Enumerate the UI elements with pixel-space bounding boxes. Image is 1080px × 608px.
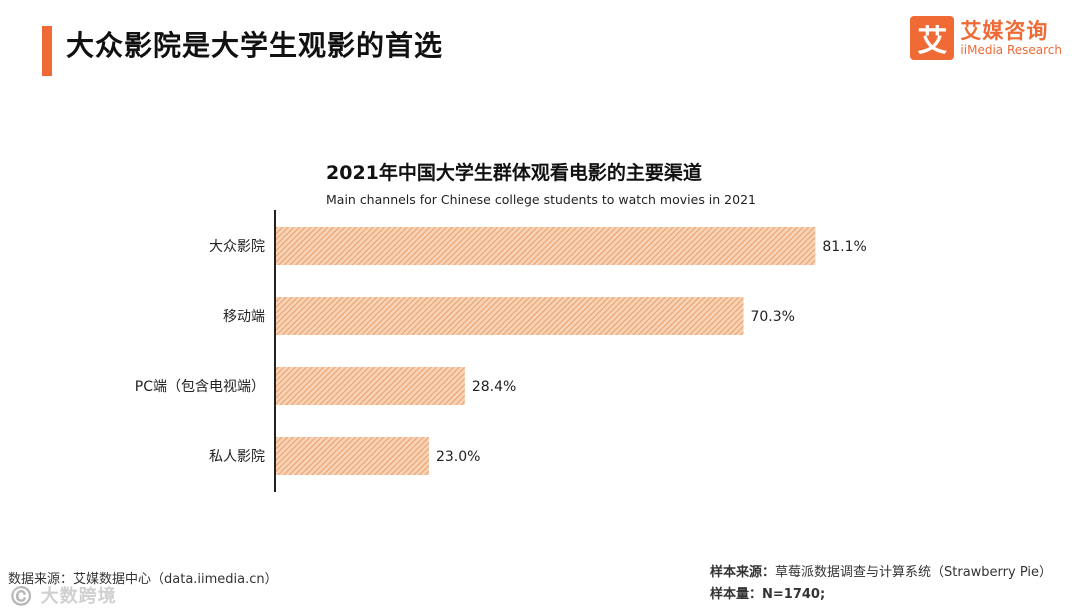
title-accent-bar [42,26,52,76]
chart-title: 2021年中国大学生群体观看电影的主要渠道 [326,162,702,184]
value-label-0: 81.1% [822,239,866,255]
sample-size-line: 样本量：N=1740; [710,584,1052,606]
category-label-0: 大众影院 [209,239,265,255]
chart-subtitle: Main channels for Chinese college studen… [326,192,756,207]
data-source: 数据来源：艾媒数据中心（data.iimedia.cn） [8,572,278,587]
category-label-1: 移动端 [223,309,265,325]
brand-name-en: iiMedia Research [960,43,1062,57]
page-title: 大众影院是大学生观影的首选 [66,29,444,62]
category-label-2: PC端（包含电视端） [135,379,265,395]
sample-info: 样本来源：草莓派数据调查与计算系统（Strawberry Pie） 样本量：N=… [710,562,1052,606]
brand-logo: 艾 艾媒咨询 iiMedia Research [910,16,1062,60]
sample-size-value: N=1740; [762,587,826,602]
category-label-3: 私人影院 [209,449,265,465]
sample-size-label: 样本量： [710,587,763,602]
bar-3 [276,437,429,475]
bar-1 [276,297,744,335]
watermark: ©️ 大数跨境 [10,586,117,607]
value-label-2: 28.4% [472,379,516,395]
bar-0 [276,227,816,265]
sample-source-line: 样本来源：草莓派数据调查与计算系统（Strawberry Pie） [710,562,1052,584]
brand-name-cn: 艾媒咨询 [960,19,1049,43]
brand-text: 艾媒咨询 iiMedia Research [960,19,1062,57]
value-label-3: 23.0% [436,449,480,465]
bar-2 [276,367,465,405]
iimedia-logo-icon: 艾 [910,16,955,60]
value-label-1: 70.3% [750,309,794,325]
sample-source-label: 样本来源： [710,565,776,580]
sample-source-value: 草莓派数据调查与计算系统（Strawberry Pie） [775,565,1053,580]
